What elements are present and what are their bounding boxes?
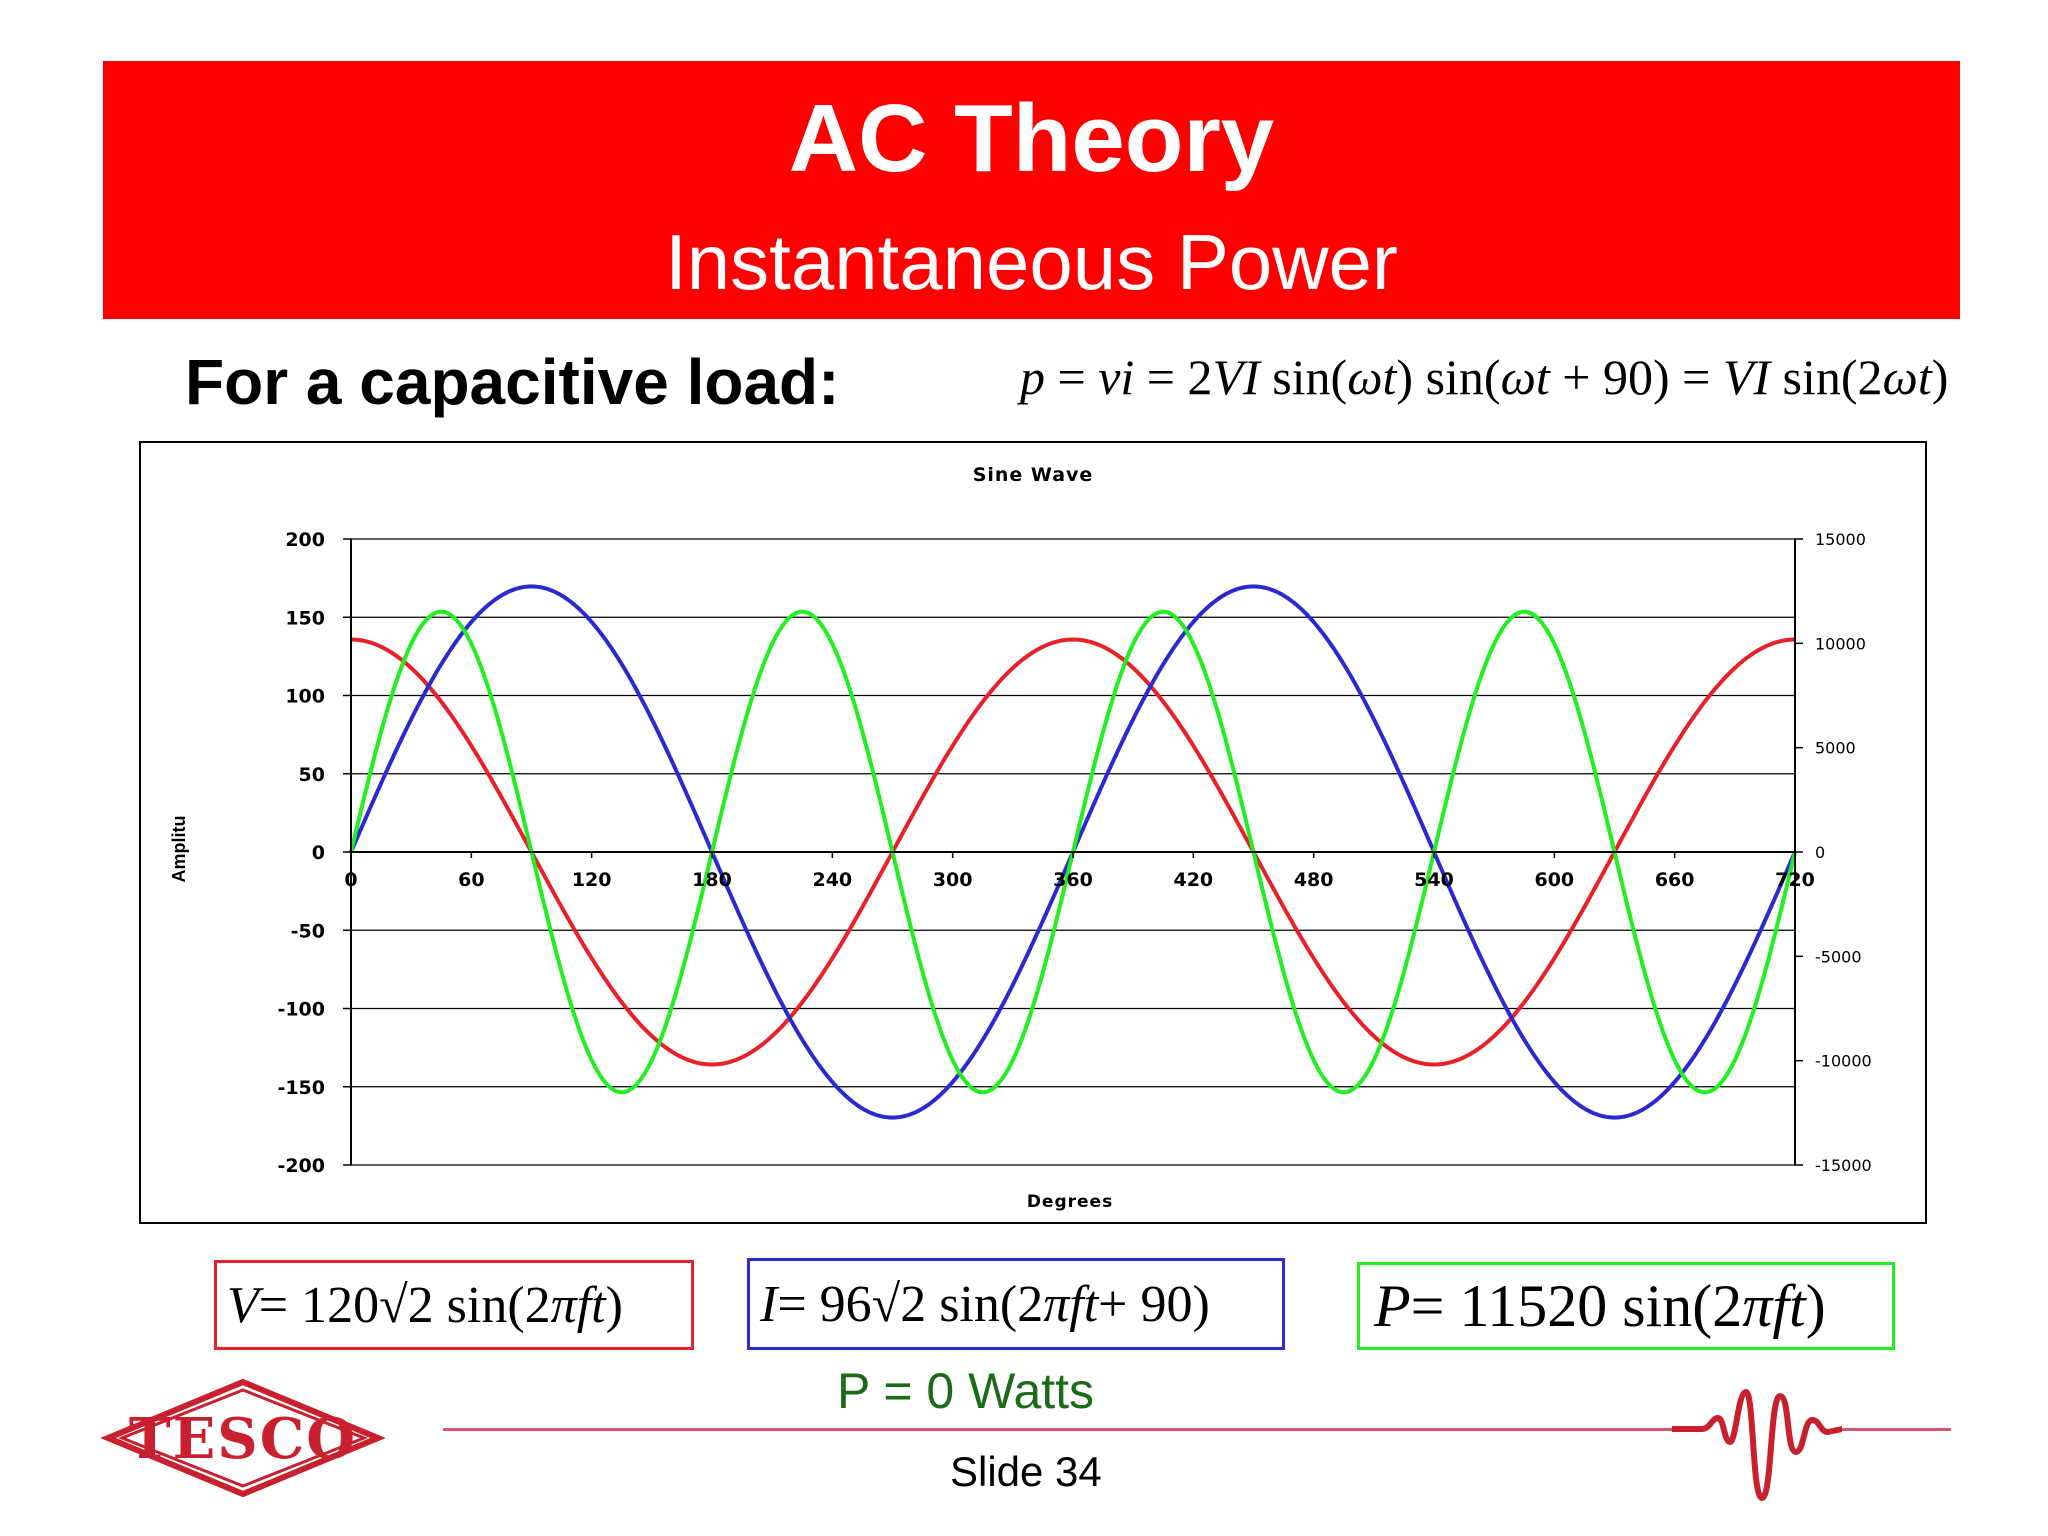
y2-tick-label: -10000 (1815, 1052, 1872, 1071)
footer-divider (443, 1428, 1675, 1431)
x-tick-label: 360 (1053, 869, 1093, 891)
x-tick-label: 0 (344, 869, 357, 891)
current-formula-box: I = 96√2 sin(2 πft + 90) (747, 1258, 1285, 1350)
y-tick-label: -50 (291, 920, 325, 942)
y2-tick-label: -15000 (1815, 1156, 1872, 1175)
y-tick-label: -150 (277, 1077, 325, 1099)
y-tick-label: 150 (285, 607, 325, 629)
chart-ticks: 200 150 100 50 0 -50 -100 -150 -200 15000 10000 500… (277, 529, 1871, 1177)
x-tick-label: 600 (1534, 869, 1574, 891)
x-tick-label: 240 (812, 869, 852, 891)
power-formula: p = vi = 2VI sin(ωt) sin(ωt + 90) = VI s… (1020, 349, 1949, 405)
x-tick-label: 300 (933, 869, 973, 891)
y2-tick-label: 10000 (1815, 634, 1866, 653)
x-tick-label: 660 (1655, 869, 1695, 891)
tesco-logo-text: TESCO (129, 1406, 357, 1472)
x-tick-label: 720 (1775, 869, 1815, 891)
power-formula-box: P = 11520 sin(2 πft) (1357, 1262, 1895, 1350)
slide-title: AC Theory (788, 85, 1275, 192)
section-heading: For a capacitive load: (185, 346, 840, 418)
y-tick-label: -200 (277, 1155, 325, 1177)
y2-tick-label: 15000 (1815, 530, 1866, 549)
y-axis-label: Amplitu (169, 816, 189, 883)
voltage-formula-box: V = 120√2 sin(2 πft) (214, 1260, 694, 1350)
chart-frame: 200 150 100 50 0 -50 -100 -150 -200 15000 10000 500… (139, 441, 1927, 1224)
voltage-series-line (350, 637, 1796, 1067)
x-tick-label: 180 (692, 869, 732, 891)
x-tick-label: 480 (1294, 869, 1334, 891)
slide-subtitle: Instantaneous Power (665, 218, 1398, 306)
x-tick-label: 420 (1173, 869, 1213, 891)
x-tick-label: 60 (458, 869, 484, 891)
sine-wave-chart: 200 150 100 50 0 -50 -100 -150 -200 15000 10000 500… (169, 464, 1872, 1212)
y-tick-label: 50 (299, 764, 325, 786)
y-tick-label: 200 (285, 529, 325, 551)
slide-number: Slide 34 (950, 1448, 1102, 1495)
x-axis-label: Degrees (1027, 1192, 1113, 1212)
y2-tick-label: -5000 (1815, 947, 1862, 966)
title-bar: AC Theory Instantaneous Power (103, 61, 1960, 319)
tesco-logo-icon: TESCO (100, 1378, 386, 1498)
y2-tick-label: 0 (1815, 843, 1825, 862)
footer-divider-right (1838, 1428, 1951, 1431)
waveform-logo-icon (1672, 1389, 1842, 1501)
y-tick-label: 100 (285, 686, 325, 708)
x-tick-label: 540 (1414, 869, 1454, 891)
chart-title: Sine Wave (973, 464, 1094, 486)
power-result: P = 0 Watts (837, 1363, 1095, 1419)
y-tick-label: 0 (312, 842, 325, 864)
y-tick-label: -100 (277, 999, 325, 1021)
y2-tick-label: 5000 (1815, 739, 1856, 758)
x-tick-label: 120 (572, 869, 612, 891)
